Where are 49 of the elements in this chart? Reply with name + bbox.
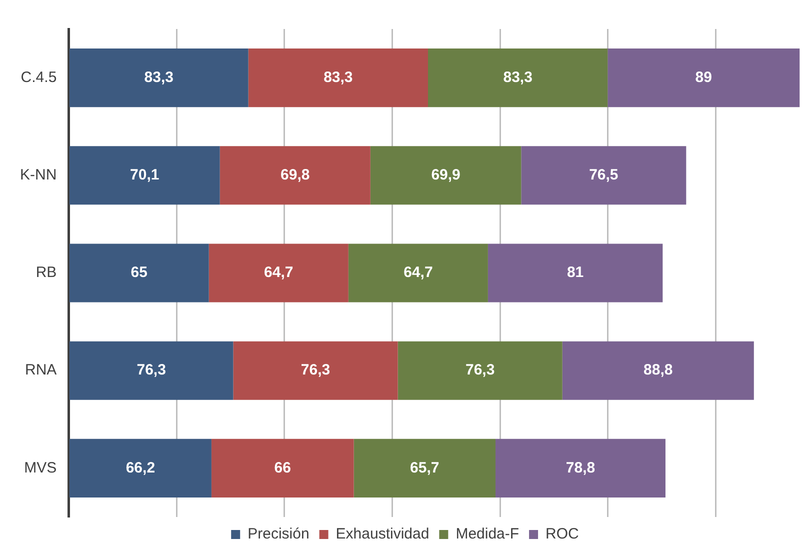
y-tick-label: C.4.5 [20,68,57,86]
bar [69,244,209,302]
data-label: 64,7 [404,264,433,282]
data-label: 83,3 [324,68,353,86]
bar [428,48,608,108]
data-label: 83,3 [144,68,174,86]
legend-label: Exhaustividad [336,526,430,543]
bar [69,48,248,108]
data-label: 76,3 [465,362,495,379]
legend-label: Medida-F [456,526,520,543]
data-label: 65,7 [410,459,440,476]
bar [69,341,234,400]
bar [208,244,348,302]
bar [521,146,686,205]
data-label: 76,5 [589,166,618,184]
bar [69,438,212,498]
bar [220,146,370,205]
data-label: 69,8 [280,166,310,184]
legend-label: ROC [546,526,580,543]
data-label: 89 [695,68,712,86]
data-label: 70,1 [130,166,160,184]
data-label: 76,3 [136,362,166,379]
data-label: 66,2 [126,459,156,476]
bar [370,146,522,205]
data-label: 76,3 [300,362,330,379]
y-tick-label: K-NN [20,166,57,184]
data-label: 88,8 [644,362,673,379]
bar [69,146,220,205]
bar [608,48,800,108]
data-label: 83,3 [503,68,532,86]
y-tick-label: RB [36,264,57,282]
bar [248,48,428,108]
bar [211,438,354,498]
bar [348,244,488,302]
bar [398,341,562,400]
y-tick-label: MVS [24,459,57,476]
data-label: 65 [130,264,148,282]
bar [488,244,663,302]
bar [496,438,666,498]
data-label: 69,9 [431,166,460,184]
legend-label: Precisión [248,526,310,543]
y-tick-label: RNA [24,362,57,379]
bar [354,438,496,498]
data-label: 64,7 [264,264,294,282]
data-label: 78,8 [566,459,596,476]
data-label: 66 [274,459,291,476]
data-label: 81 [566,264,584,282]
bar [562,341,754,400]
bar [233,341,398,400]
